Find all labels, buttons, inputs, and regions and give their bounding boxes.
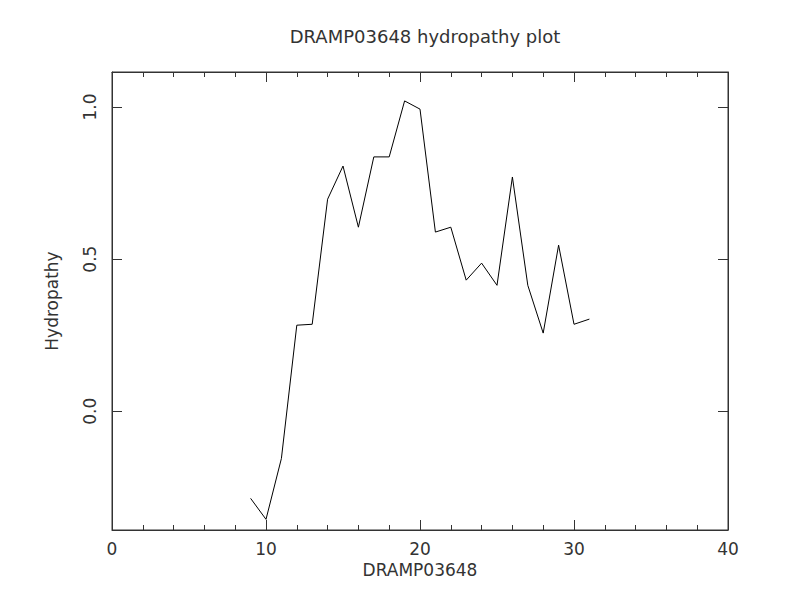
svg-text:10: 10 bbox=[255, 539, 277, 559]
svg-text:DRAMP03648 hydropathy plot: DRAMP03648 hydropathy plot bbox=[290, 26, 561, 47]
svg-text:0: 0 bbox=[107, 539, 118, 559]
svg-text:1.0: 1.0 bbox=[80, 93, 100, 120]
svg-text:0.0: 0.0 bbox=[80, 398, 100, 425]
svg-text:30: 30 bbox=[563, 539, 585, 559]
svg-text:20: 20 bbox=[409, 539, 431, 559]
svg-text:Hydropathy: Hydropathy bbox=[42, 251, 62, 350]
svg-text:0.5: 0.5 bbox=[80, 246, 100, 273]
svg-text:40: 40 bbox=[717, 539, 739, 559]
svg-text:DRAMP03648: DRAMP03648 bbox=[363, 560, 478, 580]
